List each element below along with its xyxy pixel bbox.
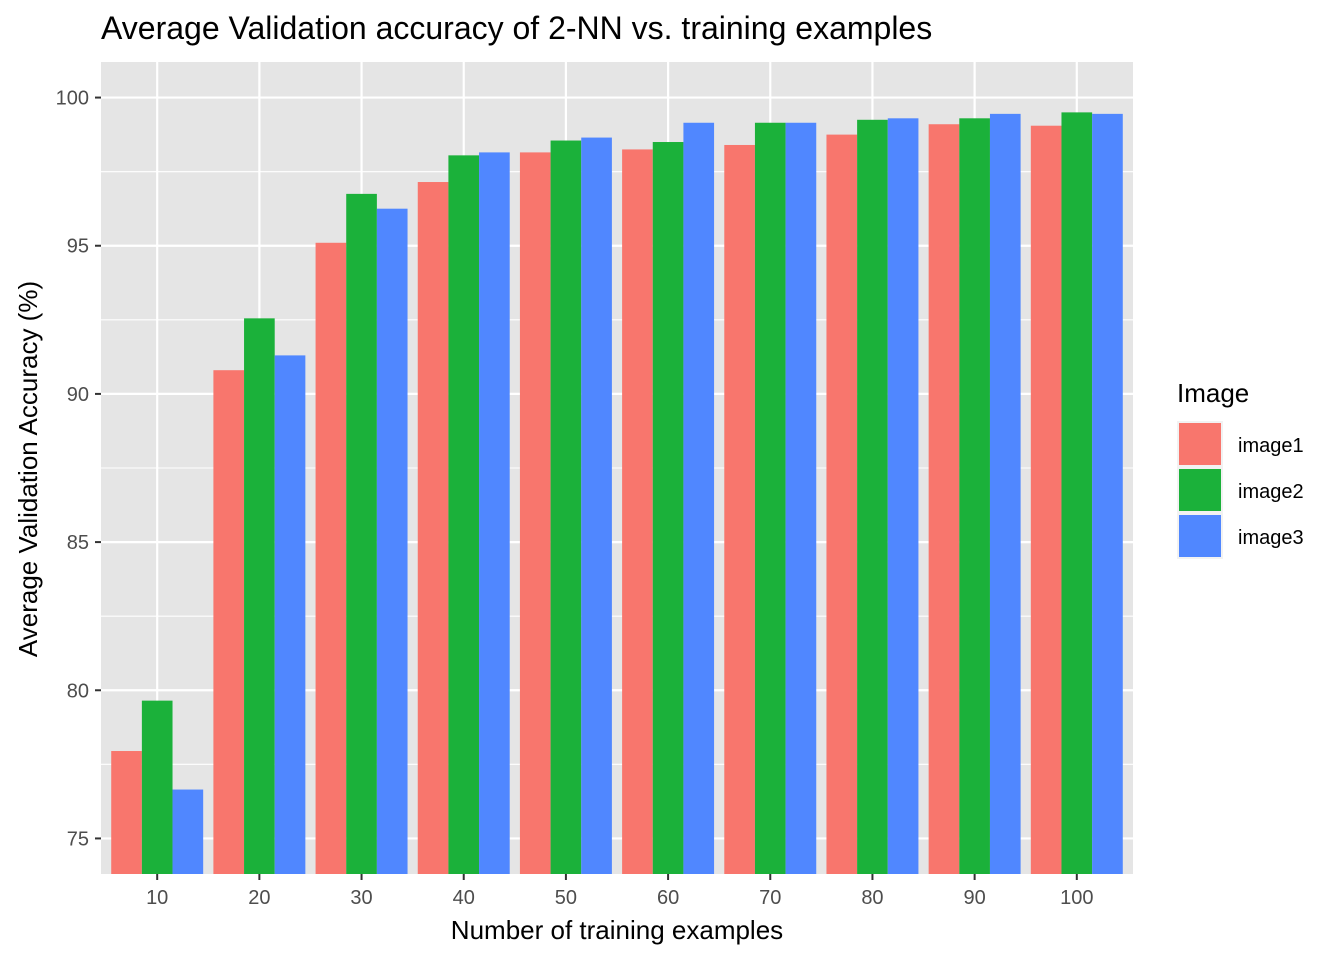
- bar-image1-90: [928, 124, 960, 874]
- bar-image3-90: [989, 113, 1021, 874]
- x-tick-label: 90: [963, 887, 985, 909]
- x-tick-label: 100: [1060, 887, 1093, 909]
- bar-image2-10: [141, 700, 173, 874]
- y-tick-label: 85: [67, 532, 89, 554]
- x-tick-label: 80: [861, 887, 883, 909]
- bar-image2-100: [1061, 112, 1093, 874]
- bar-image1-40: [417, 182, 449, 874]
- bar-image1-80: [826, 134, 858, 874]
- x-tick-label: 70: [759, 887, 781, 909]
- legend: Image image1 image2 image3: [1177, 378, 1304, 559]
- bar-image2-20: [244, 318, 275, 874]
- bar-image1-20: [213, 370, 245, 874]
- legend-label-image2: image2: [1238, 481, 1304, 503]
- bar-image2-70: [754, 122, 786, 874]
- x-tick-label: 10: [146, 887, 168, 909]
- bar-image1-10: [111, 751, 142, 874]
- chart-title: Average Validation accuracy of 2-NN vs. …: [101, 10, 932, 46]
- y-tick-label: 80: [67, 680, 89, 702]
- legend-label-image3: image3: [1238, 527, 1304, 549]
- bar-image3-30: [376, 208, 408, 875]
- bar-image3-40: [479, 152, 510, 875]
- bar-image3-50: [581, 137, 612, 874]
- bar-image2-80: [857, 119, 888, 874]
- bar-image1-70: [724, 144, 755, 875]
- x-axis: 10 20 30 40 50 60 70 80 90 100: [146, 874, 1093, 909]
- bar-image1-100: [1030, 125, 1062, 874]
- bar-image3-20: [274, 355, 306, 875]
- bar-image1-60: [622, 149, 653, 875]
- legend-title: Image: [1177, 378, 1249, 408]
- bar-image1-30: [315, 242, 347, 874]
- bar-image3-60: [683, 122, 715, 874]
- bar-image1-50: [519, 152, 551, 875]
- legend-label-image1: image1: [1238, 435, 1304, 457]
- x-tick-label: 50: [555, 887, 577, 909]
- bar-image3-80: [887, 118, 919, 874]
- y-tick-label: 90: [67, 384, 89, 406]
- y-tick-label: 100: [56, 88, 89, 110]
- y-axis: 75 80 85 90 95 100: [56, 88, 101, 850]
- bar-image3-70: [785, 122, 817, 874]
- bars: [111, 112, 1123, 875]
- bar-image2-30: [346, 193, 377, 874]
- bar-image3-100: [1092, 113, 1123, 874]
- y-axis-title: Average Validation Accuracy (%): [13, 281, 43, 657]
- x-tick-label: 20: [248, 887, 270, 909]
- y-tick-label: 75: [67, 828, 89, 850]
- legend-swatch-image1: [1179, 423, 1221, 465]
- bar-image2-90: [959, 118, 990, 874]
- bar-image2-40: [448, 155, 480, 875]
- bar-image2-50: [550, 140, 582, 875]
- x-tick-label: 30: [350, 887, 372, 909]
- x-tick-label: 60: [657, 887, 679, 909]
- legend-swatch-image3: [1179, 515, 1221, 557]
- bar-image2-60: [652, 142, 684, 875]
- x-axis-title: Number of training examples: [451, 915, 783, 945]
- bar-image3-10: [172, 789, 204, 874]
- y-tick-label: 95: [67, 236, 89, 258]
- legend-swatch-image2: [1179, 469, 1221, 511]
- x-tick-label: 40: [453, 887, 475, 909]
